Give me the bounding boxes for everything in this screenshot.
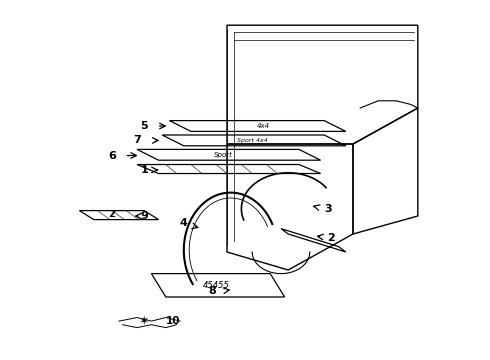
Text: 8: 8 [209, 286, 217, 296]
Text: Sport 4x4: Sport 4x4 [237, 138, 268, 143]
Text: Z: Z [109, 210, 115, 220]
Text: 4x4: 4x4 [256, 123, 270, 129]
Text: Sport: Sport [214, 152, 233, 158]
Text: 9: 9 [140, 211, 148, 221]
Text: 5: 5 [141, 121, 148, 131]
Text: 45455: 45455 [203, 281, 230, 289]
Text: 4: 4 [180, 218, 188, 228]
Text: 3: 3 [324, 204, 332, 214]
Text: ✶: ✶ [139, 315, 149, 328]
Text: 6: 6 [108, 150, 116, 161]
Text: 7: 7 [133, 135, 141, 145]
Text: 10: 10 [166, 316, 180, 326]
Text: 2: 2 [327, 233, 335, 243]
Text: 1: 1 [140, 165, 148, 175]
